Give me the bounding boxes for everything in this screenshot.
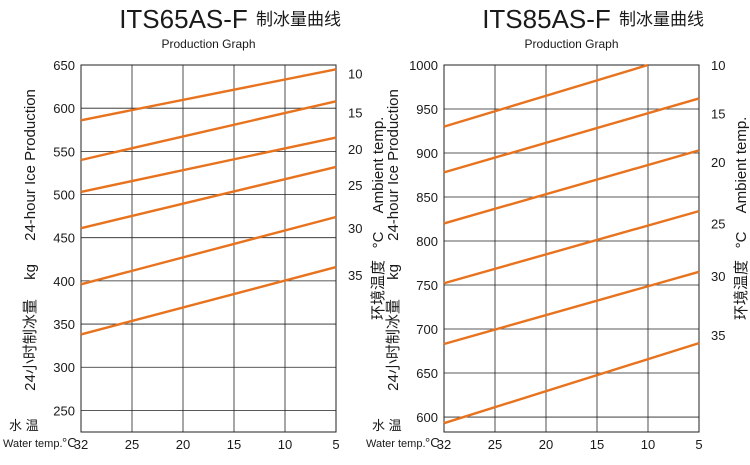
ambient-temp-label: 35 xyxy=(711,328,725,343)
y-tick-label: 600 xyxy=(416,410,438,425)
series-line-35 xyxy=(80,265,337,336)
y-tick-label: 950 xyxy=(416,102,438,117)
plot-frame xyxy=(80,64,337,433)
ambient-temp-label: 20 xyxy=(348,142,362,157)
y-tick-label: 300 xyxy=(53,360,75,375)
ambient-temp-label: 20 xyxy=(711,155,725,170)
ambient-temp-label: 25 xyxy=(711,216,725,231)
x-axis-unit: °C xyxy=(62,435,77,450)
series-line-20 xyxy=(443,149,700,225)
ambient-temp-label: 15 xyxy=(348,105,362,120)
chart-title-cn: 制冰量曲线 xyxy=(619,10,704,29)
y-axis-unit: kg xyxy=(385,264,402,280)
y-axis-label-en: 24-hour Ice Production xyxy=(385,89,402,241)
y2-axis-label-cn: 环境温度 xyxy=(369,260,387,320)
y-tick-label: 400 xyxy=(53,274,75,289)
ambient-temp-label: 30 xyxy=(711,269,725,284)
ambient-temp-label: 25 xyxy=(348,178,362,193)
series-line-15 xyxy=(443,97,700,174)
y-tick-label: 650 xyxy=(416,366,438,381)
ambient-temp-label: 35 xyxy=(348,268,362,283)
y2-axis-label-en: Ambient temp. xyxy=(370,117,387,214)
y-tick-label: 850 xyxy=(416,190,438,205)
y-tick-label: 500 xyxy=(53,188,75,203)
x-tick-label: 10 xyxy=(641,437,655,452)
y-axis-label-cn: 24小时制冰量 xyxy=(385,299,402,391)
y2-axis-unit: °C xyxy=(370,231,387,248)
x-tick-label: 15 xyxy=(227,437,241,452)
y-tick-label: 450 xyxy=(53,231,75,246)
y-tick-label: 650 xyxy=(53,58,75,73)
y2-axis-unit: °C xyxy=(733,231,750,248)
chart-subtitle: Production Graph xyxy=(524,37,618,51)
chart-title: ITS85AS-F xyxy=(482,4,611,34)
y-tick-label: 700 xyxy=(416,322,438,337)
x-tick-label: 5 xyxy=(332,437,339,452)
x-axis-label-cn: 水 温 xyxy=(372,418,402,433)
y-tick-label: 750 xyxy=(416,278,438,293)
y-axis-unit: kg xyxy=(22,264,39,280)
x-axis-label-en: Water temp. xyxy=(366,438,426,450)
y-tick-label: 1000 xyxy=(409,58,438,73)
series-line-10 xyxy=(443,63,649,128)
series-line-20 xyxy=(80,136,337,194)
series-line-25 xyxy=(443,209,700,285)
chart-subtitle: Production Graph xyxy=(161,37,255,51)
series-line-35 xyxy=(443,341,700,425)
y-axis-label-en: 24-hour Ice Production xyxy=(22,89,39,241)
x-tick-label: 20 xyxy=(176,437,190,452)
x-tick-label: 32 xyxy=(74,437,88,452)
y-tick-label: 900 xyxy=(416,146,438,161)
y-tick-label: 800 xyxy=(416,234,438,249)
x-tick-label: 25 xyxy=(488,437,502,452)
y-tick-label: 250 xyxy=(53,403,75,418)
x-tick-label: 5 xyxy=(695,437,702,452)
y-tick-label: 550 xyxy=(53,144,75,159)
series-line-15 xyxy=(80,100,337,162)
ambient-temp-label: 15 xyxy=(711,106,725,121)
x-axis-label-en: Water temp. xyxy=(3,438,63,450)
x-tick-label: 20 xyxy=(539,437,553,452)
plot-frame xyxy=(443,64,700,433)
y2-axis-label-cn: 环境温度 xyxy=(732,260,750,320)
series-line-30 xyxy=(443,270,700,346)
x-tick-label: 10 xyxy=(278,437,292,452)
x-tick-label: 32 xyxy=(437,437,451,452)
chart-title: ITS65AS-F xyxy=(119,4,248,34)
x-tick-label: 15 xyxy=(590,437,604,452)
x-axis-unit: °C xyxy=(425,435,440,450)
series-line-10 xyxy=(80,68,337,122)
ambient-temp-label: 10 xyxy=(348,67,362,82)
series-line-30 xyxy=(80,215,337,286)
y2-axis-label-en: Ambient temp. xyxy=(733,117,750,214)
y-tick-label: 600 xyxy=(53,101,75,116)
series-line-25 xyxy=(80,165,337,230)
ambient-temp-label: 30 xyxy=(348,221,362,236)
x-axis-label-cn: 水 温 xyxy=(9,418,39,433)
x-tick-label: 25 xyxy=(125,437,139,452)
y-axis-label-cn: 24小时制冰量 xyxy=(22,299,39,391)
ambient-temp-label: 10 xyxy=(711,58,725,73)
y-tick-label: 350 xyxy=(53,317,75,332)
chart-title-cn: 制冰量曲线 xyxy=(256,10,341,29)
